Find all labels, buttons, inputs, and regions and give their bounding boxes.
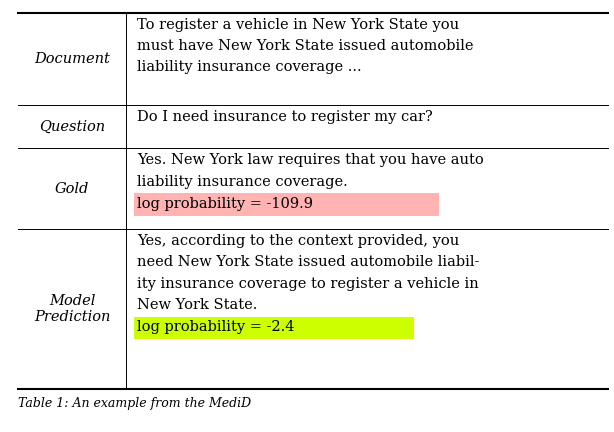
Text: liability insurance coverage.: liability insurance coverage. — [137, 175, 348, 189]
Text: liability insurance coverage ...: liability insurance coverage ... — [137, 60, 362, 74]
Text: New York State.: New York State. — [137, 298, 257, 312]
Text: need New York State issued automobile liabil-: need New York State issued automobile li… — [137, 255, 480, 270]
Text: Gold: Gold — [55, 182, 89, 196]
Text: Yes. New York law requires that you have auto: Yes. New York law requires that you have… — [137, 153, 484, 168]
Text: Model
Prediction: Model Prediction — [34, 294, 111, 324]
Text: Do I need insurance to register my car?: Do I need insurance to register my car? — [137, 110, 433, 124]
Text: log probability = -109.9: log probability = -109.9 — [137, 197, 313, 211]
Text: log probability = -2.4: log probability = -2.4 — [137, 320, 295, 334]
Text: Yes, according to the context provided, you: Yes, according to the context provided, … — [137, 234, 459, 248]
Text: Document: Document — [34, 52, 110, 66]
FancyBboxPatch shape — [134, 317, 414, 339]
Text: Question: Question — [39, 120, 105, 133]
Text: To register a vehicle in New York State you: To register a vehicle in New York State … — [137, 18, 459, 32]
Text: Table 1: An example from the MediD: Table 1: An example from the MediD — [18, 397, 252, 410]
FancyBboxPatch shape — [134, 194, 439, 216]
Text: ity insurance coverage to register a vehicle in: ity insurance coverage to register a veh… — [137, 276, 479, 291]
Text: must have New York State issued automobile: must have New York State issued automobi… — [137, 39, 473, 53]
